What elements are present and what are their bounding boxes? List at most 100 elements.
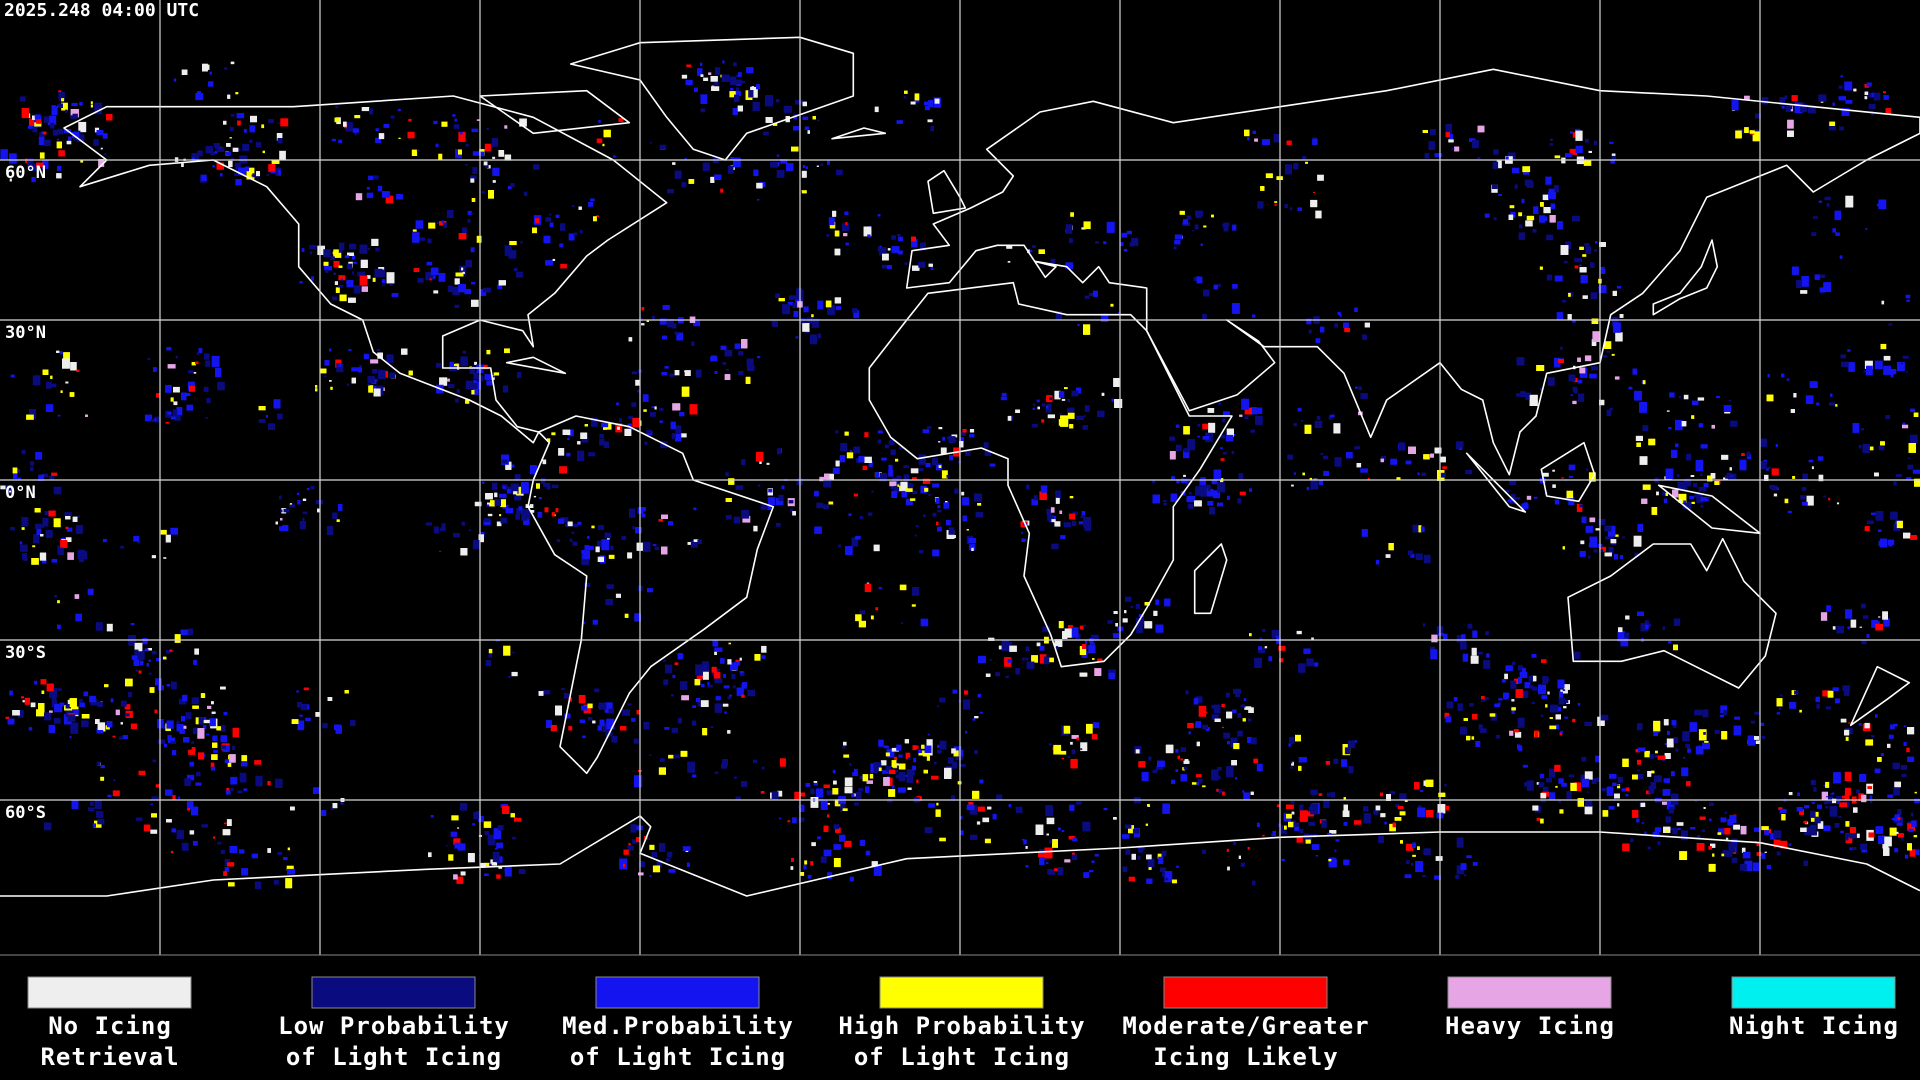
icing-pixel <box>68 136 72 141</box>
icing-pixel <box>150 829 158 834</box>
icing-pixel <box>1071 521 1077 527</box>
icing-pixel <box>1570 782 1577 791</box>
icing-pixel <box>776 448 782 455</box>
icing-pixel <box>1423 848 1431 856</box>
icing-pixel <box>1709 818 1712 822</box>
icing-pixel <box>695 369 702 378</box>
icing-pixel <box>1776 712 1780 715</box>
icing-pixel <box>467 210 472 215</box>
icing-pixel <box>213 143 220 147</box>
icing-pixel <box>1461 634 1466 640</box>
icing-pixel <box>605 599 613 606</box>
icing-pixel <box>1558 800 1561 803</box>
icing-pixel <box>203 64 210 70</box>
icing-pixel <box>530 465 537 475</box>
icing-pixel <box>1072 511 1078 515</box>
icing-pixel <box>30 466 34 472</box>
icing-pixel <box>1077 323 1080 326</box>
icing-pixel <box>819 476 824 482</box>
icing-pixel <box>1518 665 1523 671</box>
icing-pixel <box>1583 160 1592 166</box>
icing-pixel <box>895 774 900 779</box>
icing-pixel <box>1687 748 1691 753</box>
icing-pixel <box>163 557 167 559</box>
icing-pixel <box>1524 179 1533 186</box>
icing-pixel <box>1554 764 1561 772</box>
icing-pixel <box>347 252 354 256</box>
icing-pixel <box>700 94 708 104</box>
icing-pixel <box>1752 862 1759 871</box>
icing-pixel <box>69 736 72 739</box>
icing-pixel <box>517 372 522 379</box>
icing-pixel <box>267 781 271 786</box>
icing-pixel <box>1585 525 1593 533</box>
icing-pixel <box>844 431 849 436</box>
icing-pixel <box>1274 203 1277 206</box>
icing-pixel <box>1837 801 1840 804</box>
icing-pixel <box>1543 207 1551 214</box>
icing-pixel <box>225 790 231 795</box>
icing-pixel <box>1069 424 1074 429</box>
icing-pixel <box>203 386 209 392</box>
icing-pixel <box>1864 360 1873 369</box>
icing-pixel <box>535 218 540 224</box>
icing-pixel <box>56 138 59 141</box>
icing-pixel <box>1055 490 1061 499</box>
icing-pixel <box>723 674 726 678</box>
icing-pixel <box>30 163 38 171</box>
icing-pixel <box>167 412 172 415</box>
icing-pixel <box>1894 814 1900 822</box>
icing-pixel <box>436 221 439 224</box>
icing-pixel <box>299 281 303 284</box>
icing-pixel <box>803 306 809 313</box>
icing-pixel <box>1811 801 1815 804</box>
icing-pixel <box>185 712 192 720</box>
icing-pixel <box>881 457 887 461</box>
icing-pixel <box>1526 780 1534 791</box>
icing-pixel <box>1906 747 1910 753</box>
icing-pixel <box>1526 495 1532 500</box>
icing-pixel <box>900 622 904 625</box>
icing-pixel <box>230 787 234 791</box>
icing-pixel <box>714 647 723 652</box>
icing-pixel <box>1505 665 1513 671</box>
icing-pixel <box>910 498 916 501</box>
icing-pixel <box>1249 488 1253 492</box>
icing-pixel <box>197 91 201 94</box>
icing-pixel <box>1809 381 1818 388</box>
icing-pixel <box>817 836 821 840</box>
icing-pixel <box>1287 454 1293 460</box>
icing-pixel <box>1522 171 1529 175</box>
icing-pixel <box>186 774 195 781</box>
icing-pixel <box>1498 193 1502 196</box>
icing-pixel <box>1405 843 1412 851</box>
icing-pixel <box>1033 495 1038 501</box>
icing-pixel <box>637 389 641 393</box>
icing-pixel <box>628 843 631 846</box>
icing-pixel <box>1069 238 1073 243</box>
icing-pixel <box>627 423 632 429</box>
icing-pixel <box>1298 765 1302 771</box>
icing-pixel <box>41 131 44 134</box>
icing-pixel <box>1202 785 1206 788</box>
icing-pixel <box>873 762 882 773</box>
icing-pixel <box>1614 376 1620 380</box>
icing-pixel <box>849 763 852 766</box>
icing-pixel <box>911 604 916 607</box>
icing-pixel <box>1509 479 1517 485</box>
icing-pixel <box>147 357 151 360</box>
icing-pixel <box>983 442 989 449</box>
icing-pixel <box>603 129 611 138</box>
icing-pixel <box>1298 757 1307 763</box>
icing-pixel <box>560 223 566 231</box>
icing-pixel <box>853 493 858 497</box>
icing-pixel <box>714 678 723 684</box>
icing-pixel <box>891 747 899 752</box>
icing-pixel <box>1539 266 1543 270</box>
icing-pixel <box>340 278 343 281</box>
icing-pixel <box>1588 472 1596 482</box>
icing-pixel <box>581 554 590 565</box>
icing-pixel <box>1070 212 1074 217</box>
icing-pixel <box>1776 698 1783 707</box>
icing-pixel <box>1493 149 1499 155</box>
